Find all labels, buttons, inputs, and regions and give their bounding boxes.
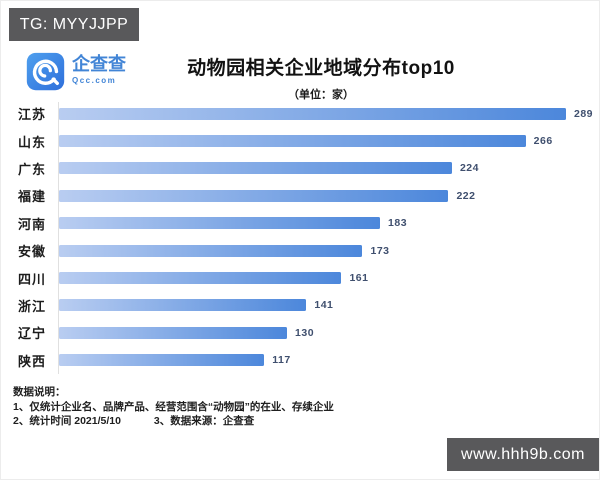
bar-track: 289 <box>46 107 600 120</box>
category-label: 福建 <box>17 189 46 205</box>
value-label: 289 <box>574 107 594 120</box>
category-label: 浙江 <box>17 298 46 314</box>
notes-line2: 2、统计时间 2021/5/10 3、数据来源：企查查 <box>13 414 334 429</box>
watermark-bottom-text: www.hhh9b.com <box>461 445 585 463</box>
value-label: 266 <box>533 135 553 148</box>
bar <box>59 244 363 257</box>
value-label: 183 <box>388 217 408 230</box>
category-label: 安徽 <box>17 244 46 260</box>
notes-heading: 数据说明： <box>13 386 66 398</box>
category-label: 辽宁 <box>17 326 46 342</box>
category-label: 广东 <box>17 161 46 177</box>
bar-track: 222 <box>46 189 600 202</box>
bar-row: 福建 222 <box>1 182 600 209</box>
bar <box>59 135 526 148</box>
bar-track: 161 <box>46 272 600 285</box>
value-label: 117 <box>272 354 291 367</box>
bar <box>59 272 342 285</box>
y-axis-line <box>58 102 59 374</box>
bar <box>59 217 381 230</box>
value-label: 224 <box>459 162 479 175</box>
bar-row: 浙江 141 <box>1 292 600 319</box>
chart-header: 动物园相关企业地域分布top10 （单位：家） <box>121 53 521 102</box>
bar-rows: 江苏 289 山东 266 广东 224 福建 222 河南 183 安徽 173 四川 161 浙江 141… <box>1 100 600 374</box>
bar-row: 广东 224 <box>1 155 600 182</box>
category-label: 山东 <box>17 134 46 150</box>
bar-row: 四川 161 <box>1 264 600 291</box>
value-label: 130 <box>295 326 315 339</box>
value-label: 222 <box>456 189 476 202</box>
bar-track: 130 <box>46 326 600 339</box>
bar-track: 117 <box>46 354 600 367</box>
bar-row: 陕西 117 <box>1 347 600 374</box>
bar-track: 266 <box>46 135 600 148</box>
watermark-bottom-right: www.hhh9b.com <box>447 438 599 471</box>
category-label: 江苏 <box>17 107 46 123</box>
logo-domain: Qcc.com <box>72 76 117 85</box>
qcc-spiral-q-icon <box>26 52 65 91</box>
bar-track: 183 <box>46 217 600 230</box>
category-label: 河南 <box>17 216 46 232</box>
bar-row: 山东 266 <box>1 127 600 154</box>
notes-line2b: 3、数据来源：企查查 <box>153 415 255 427</box>
bar-track: 141 <box>46 299 600 312</box>
bar-row: 安徽 173 <box>1 237 600 264</box>
value-label: 173 <box>370 244 390 257</box>
chart-title: 动物园相关企业地域分布top10 <box>187 58 455 79</box>
watermark-top-text: TG: MYYJJPP <box>19 15 129 33</box>
chart-subtitle: （单位：家） <box>288 89 354 101</box>
bar-row: 河南 183 <box>1 210 600 237</box>
bar <box>59 162 452 175</box>
bar-row: 辽宁 130 <box>1 319 600 346</box>
notes-line1: 1、仅统计企业名、品牌产品、经营范围含“动物园”的在业、存续企业 <box>13 400 334 413</box>
bar <box>59 107 566 120</box>
bar-chart: 江苏 289 山东 266 广东 224 福建 222 河南 183 安徽 173 四川 161 浙江 141… <box>1 100 600 376</box>
category-label: 陕西 <box>17 353 46 369</box>
bar <box>59 189 449 202</box>
logo-text: 企查查 Qcc.com <box>72 52 126 85</box>
notes-line2a: 2、统计时间 2021/5/10 <box>13 415 121 427</box>
value-label: 141 <box>314 299 334 312</box>
category-label: 四川 <box>17 271 46 287</box>
data-notes: 数据说明： 1、仅统计企业名、品牌产品、经营范围含“动物园”的在业、存续企业 2… <box>13 385 334 429</box>
value-label: 161 <box>349 272 369 285</box>
bar-track: 224 <box>46 162 600 175</box>
bar-row: 江苏 289 <box>1 100 600 127</box>
logo-name: 企查查 <box>72 54 126 74</box>
bar <box>59 299 307 312</box>
qcc-logo: 企查查 Qcc.com <box>26 52 126 91</box>
bar-track: 173 <box>46 244 600 257</box>
bar <box>59 354 265 367</box>
watermark-top-left: TG: MYYJJPP <box>9 8 139 41</box>
bar <box>59 326 288 339</box>
